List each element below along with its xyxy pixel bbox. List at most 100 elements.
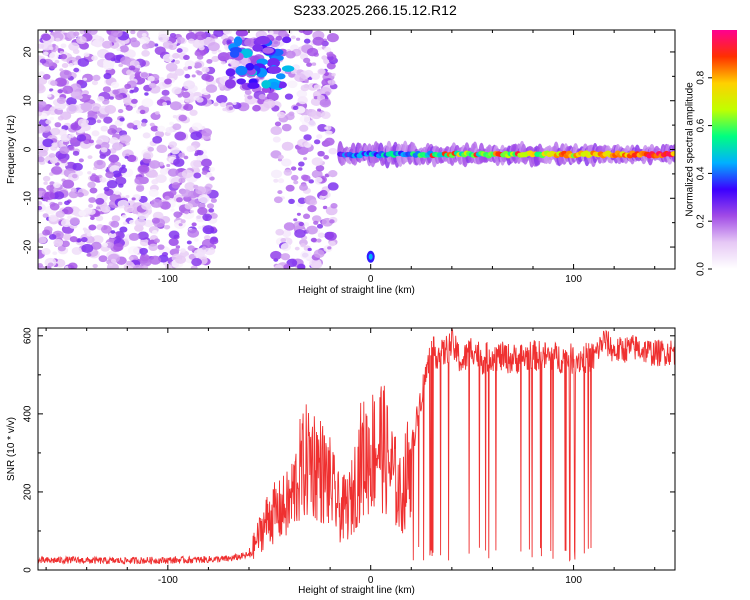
spectrogram-cell xyxy=(168,238,179,246)
spectrogram-cell xyxy=(137,231,149,240)
spectrogram-cell xyxy=(87,74,93,79)
spectrogram-cell xyxy=(112,170,122,178)
spectrogram-cell xyxy=(54,122,62,128)
spectrogram-cell xyxy=(51,142,58,148)
spectrogram-cell xyxy=(159,201,171,210)
spectrogram-cell xyxy=(81,243,94,253)
spectrogram-cell xyxy=(170,147,180,155)
spectrogram-cell xyxy=(172,123,182,131)
spectrogram-cell xyxy=(87,171,92,175)
spectrogram-cell xyxy=(278,30,288,38)
spectrogram-cell xyxy=(142,132,151,139)
spectrogram-cell xyxy=(222,30,233,35)
spectrogram-cell xyxy=(168,141,178,148)
spectrogram-cell xyxy=(38,200,43,206)
spectrogram-cell xyxy=(180,219,186,224)
spectrogram-cell xyxy=(104,104,117,114)
spectrogram-cell xyxy=(100,125,109,132)
spectrogram-cell xyxy=(73,31,80,37)
spectrogram-cell xyxy=(60,218,72,228)
spectrogram-cell xyxy=(233,36,243,47)
spectrogram-cell xyxy=(311,62,317,66)
spectrogram-cell xyxy=(38,111,42,117)
spectrogram-cell xyxy=(303,222,310,227)
spectrogram-cell xyxy=(92,235,104,244)
spectrogram-cell xyxy=(178,114,188,122)
spectrogram-cell xyxy=(197,194,210,204)
spectrogram-cell xyxy=(196,97,204,103)
spectrogram-cell xyxy=(195,186,206,195)
spectrogram-cell xyxy=(83,52,90,58)
spectrogram-cell xyxy=(162,53,174,63)
spectrogram-cell xyxy=(327,79,336,86)
spectrogram-cell xyxy=(178,177,186,184)
spectrogram-cell xyxy=(42,175,51,182)
spectrogram-cell xyxy=(161,251,169,257)
spectrogram-cell xyxy=(287,30,293,35)
spectrogram-cell xyxy=(186,145,195,153)
spectrogram-cell xyxy=(91,130,100,137)
spectrogram-cell xyxy=(326,51,334,57)
spectrogram-cell xyxy=(118,63,124,68)
spectrogram-cell xyxy=(244,89,252,95)
spectrogram-cell xyxy=(206,59,213,64)
spectrogram-cell xyxy=(209,237,219,245)
spectrogram-cell xyxy=(117,108,124,114)
spectrogram-cell xyxy=(118,166,128,174)
spectrogram-cell xyxy=(103,72,112,80)
spectrogram-cell xyxy=(178,152,185,158)
spectrogram-cell xyxy=(76,134,87,142)
spectrogram-cell xyxy=(88,139,94,144)
spectrogram-cell xyxy=(258,94,266,100)
spectrogram-cell xyxy=(175,245,181,249)
spectrogram-cell xyxy=(115,94,124,101)
spectrogram-cell xyxy=(158,77,166,82)
spectrogram-cell xyxy=(38,71,45,77)
spectrogram-cell xyxy=(280,253,291,261)
spectrogram-cell xyxy=(180,248,186,253)
spectrogram-cell xyxy=(193,248,206,258)
spectrogram-cell xyxy=(236,78,246,85)
spectrogram-cell xyxy=(57,89,63,94)
spectrogram-cell xyxy=(201,128,213,137)
spectrogram-cell xyxy=(111,215,121,222)
spectrogram-cell xyxy=(53,239,64,247)
spectrogram-cell xyxy=(134,176,145,185)
spectrogram-cell xyxy=(292,105,299,110)
spectrogram-cell xyxy=(281,141,294,151)
spectrogram-cell xyxy=(115,176,127,186)
spectrogram-cell xyxy=(165,126,174,134)
spectrogram-cell xyxy=(323,155,330,160)
spectrogram-cell xyxy=(57,201,63,206)
spectrogram-cell xyxy=(140,122,147,127)
spectrogram-cell xyxy=(87,155,93,160)
spectrogram-cell xyxy=(282,36,292,44)
spectrogram-cell xyxy=(306,47,319,57)
spectrogram-cell xyxy=(184,98,190,103)
snr-series-line xyxy=(38,328,675,566)
spectrogram-cell xyxy=(155,130,165,138)
spectrogram-cell xyxy=(102,242,109,248)
spectrogram-cell xyxy=(51,166,63,175)
spectrogram-cell xyxy=(328,170,338,178)
spectrogram-cell xyxy=(156,144,168,154)
spectrogram-cell xyxy=(69,236,78,243)
spectrogram-cell xyxy=(181,189,192,198)
spectrogram-cell xyxy=(169,121,175,126)
spectrogram-cell xyxy=(269,30,274,34)
spectrogram-cell xyxy=(191,222,197,227)
y-tick-label: 200 xyxy=(23,483,34,500)
spectrogram-cell xyxy=(103,186,110,192)
spectrogram-cell xyxy=(270,250,282,260)
spectrogram-cell xyxy=(129,90,134,94)
spectrogram-cell xyxy=(59,50,64,55)
spectrogram-cell xyxy=(319,189,328,197)
spectrogram-cell xyxy=(59,53,68,60)
spectrogram-cell xyxy=(327,246,332,250)
x-axis-label: Height of straight line (km) xyxy=(298,585,415,596)
spectrogram-cell xyxy=(300,243,306,248)
spectrogram-cell xyxy=(50,80,58,86)
spectrogram-cell xyxy=(191,122,203,131)
spectrogram-cell xyxy=(84,207,93,214)
spectrogram-cell xyxy=(45,119,52,125)
